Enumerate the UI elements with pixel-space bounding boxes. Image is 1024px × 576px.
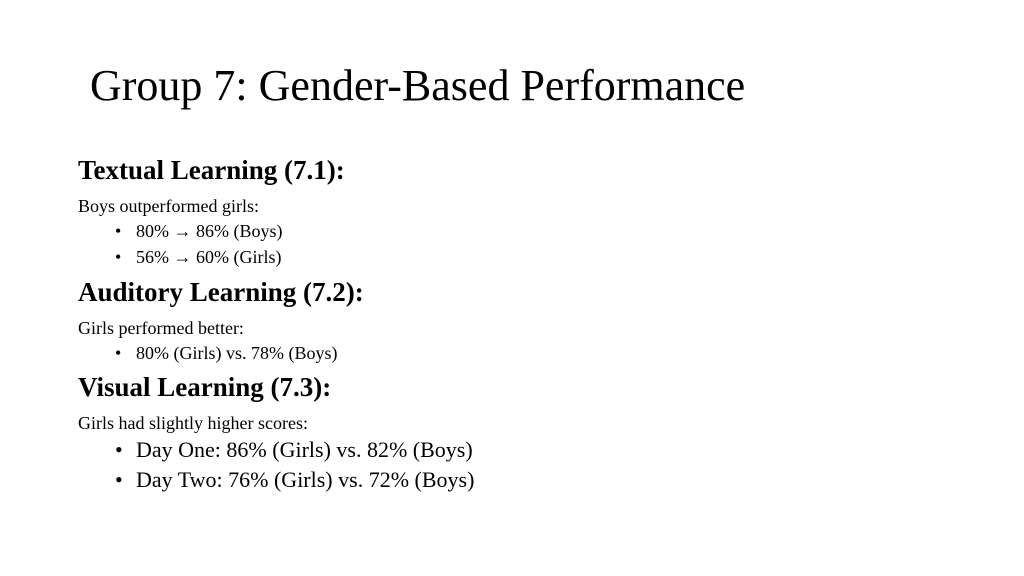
bullet-item: • Day One: 86% (Girls) vs. 82% (Boys) (115, 436, 473, 464)
bullet-item: • 80% → 86% (Boys) (115, 220, 283, 242)
bullet-dot-icon: • (115, 247, 122, 267)
bullet-text: Day Two: 76% (Girls) vs. 72% (Boys) (136, 467, 475, 492)
section-intro-visual: Girls had slightly higher scores: (78, 413, 308, 433)
section-heading-visual: Visual Learning (7.3): (78, 372, 332, 402)
bullet-text: 56% → 60% (Girls) (136, 247, 282, 267)
bullet-text: 80% (Girls) vs. 78% (Boys) (136, 343, 338, 363)
slide-title: Group 7: Gender-Based Performance (90, 61, 746, 110)
bullet-text: Day One: 86% (Girls) vs. 82% (Boys) (136, 437, 473, 462)
section-intro-auditory: Girls performed better: (78, 318, 244, 338)
bullet-dot-icon: • (115, 467, 123, 492)
bullet-dot-icon: • (115, 221, 122, 241)
bullet-text: 80% → 86% (Boys) (136, 221, 283, 241)
section-heading-textual: Textual Learning (7.1): (78, 155, 345, 185)
section-intro-textual: Boys outperformed girls: (78, 196, 259, 216)
bullet-item: • 80% (Girls) vs. 78% (Boys) (115, 342, 337, 364)
bullet-dot-icon: • (115, 437, 123, 462)
section-heading-auditory: Auditory Learning (7.2): (78, 277, 364, 307)
bullet-item: • 56% → 60% (Girls) (115, 246, 281, 268)
bullet-item: • Day Two: 76% (Girls) vs. 72% (Boys) (115, 466, 474, 494)
bullet-dot-icon: • (115, 343, 122, 363)
